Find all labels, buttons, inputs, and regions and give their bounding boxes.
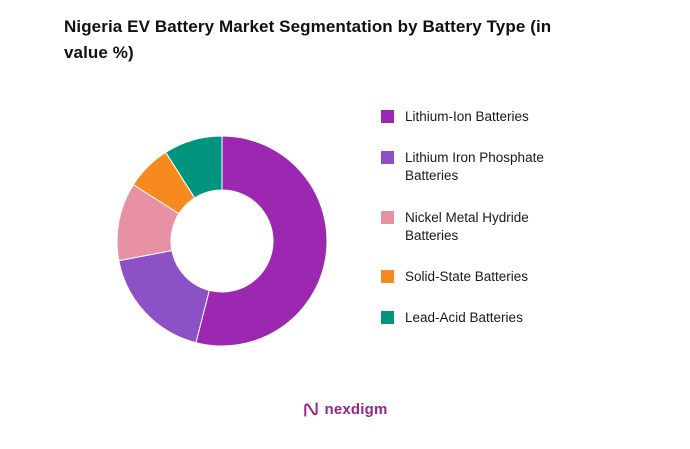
chart-title: Nigeria EV Battery Market Segmentation b… (64, 17, 552, 62)
legend: Lithium-Ion Batteries Lithium Iron Phosp… (381, 108, 581, 351)
legend-swatch (381, 311, 394, 325)
legend-label: Lithium Iron Phosphate Batteries (405, 150, 544, 184)
legend-label: Lithium-Ion Batteries (405, 109, 529, 124)
legend-swatch (381, 270, 394, 284)
donut-segment-5 (165, 135, 223, 199)
legend-item-lead-acid: Lead-Acid Batteries (381, 309, 581, 327)
donut-chart (116, 135, 328, 347)
legend-item-lithium-iron-phosphate: Lithium Iron Phosphate Batteries (381, 149, 581, 185)
nexdigm-logo-icon (304, 402, 318, 417)
legend-swatch (381, 110, 394, 123)
donut-segment-1 (195, 135, 328, 347)
legend-item-solid-state: Solid-State Batteries (381, 268, 581, 286)
legend-item-lithium-ion: Lithium-Ion Batteries (381, 108, 581, 126)
legend-label: Lead-Acid Batteries (405, 310, 523, 326)
legend-swatch (381, 210, 394, 224)
legend-swatch (381, 151, 394, 165)
brand-footer: nexdigm (302, 401, 387, 418)
legend-item-nickel-metal-hydride: Nickel Metal Hydride Batteries (381, 209, 581, 245)
legend-label: Nickel Metal Hydride Batteries (405, 209, 529, 243)
brand-name: nexdigm (324, 401, 388, 418)
donut-segment-2 (118, 249, 210, 344)
legend-label: Solid-State Batteries (405, 269, 529, 285)
